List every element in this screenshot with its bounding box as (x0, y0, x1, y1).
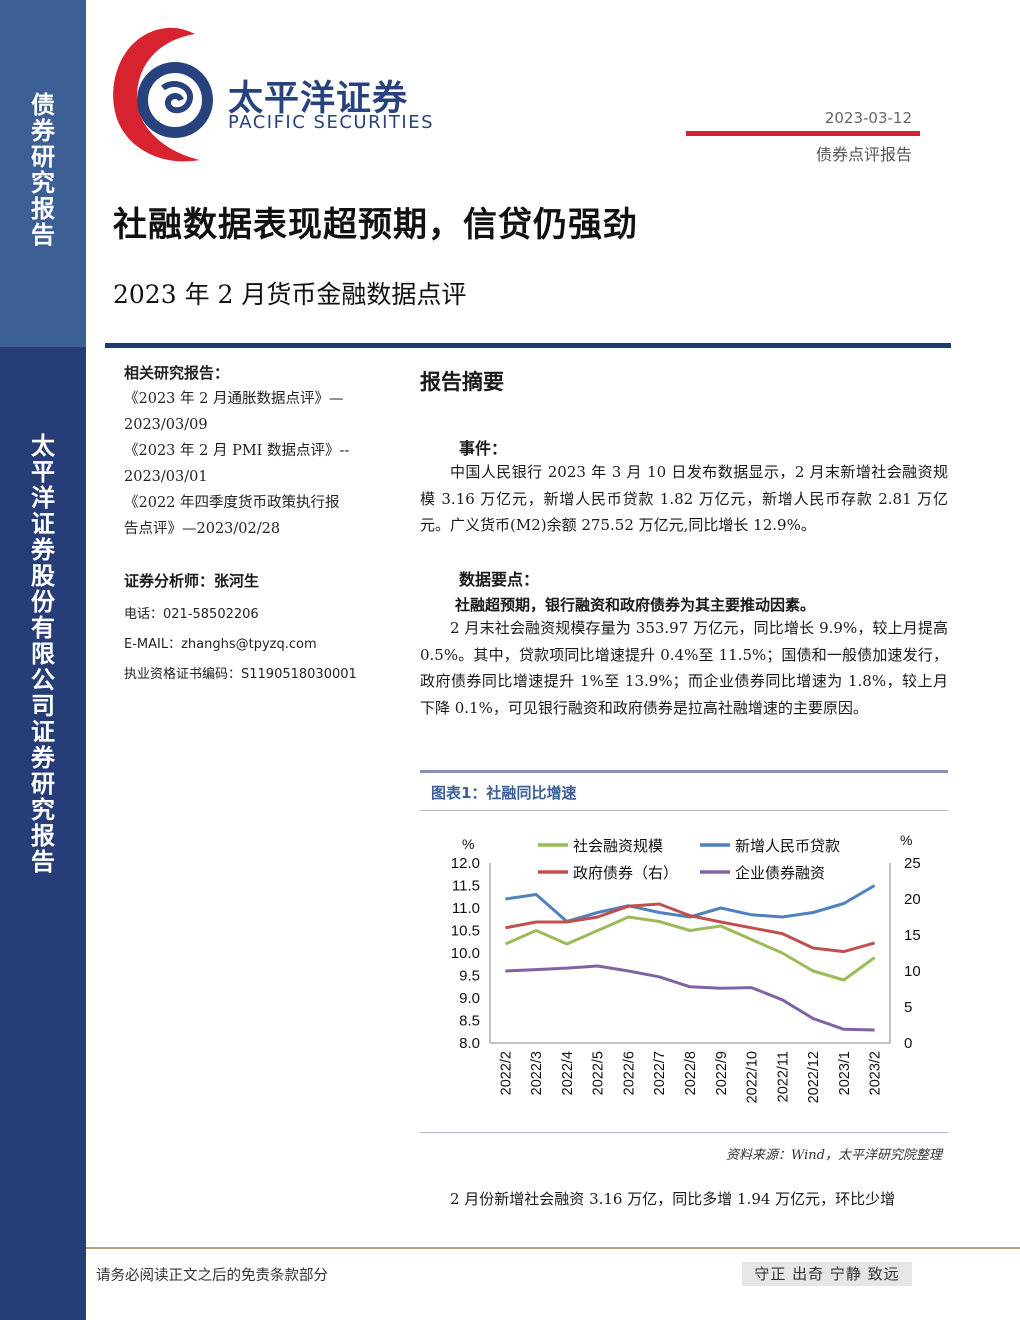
event-heading: 事件： (459, 439, 508, 458)
related-report-line: 《2022 年四季度货币政策执行报 (124, 495, 340, 511)
header-accent-bar (686, 131, 920, 136)
x-axis-tick-label: 2022/8 (683, 1051, 699, 1095)
left-axis-tick-label: 12.0 (451, 855, 480, 872)
chart-source: 资料来源：Wind，太平洋研究院整理 (726, 1148, 942, 1163)
x-axis-tick-label: 2022/11 (775, 1051, 791, 1102)
right-axis-tick-label: 0 (904, 1035, 912, 1052)
related-reports: 相关研究报告： 《2023 年 2 月通胀数据点评》— 2023/03/09 《… (124, 360, 392, 542)
series-line-1 (504, 915, 876, 982)
left-axis-tick-label: 9.5 (459, 968, 480, 985)
analyst-certificate: 执业资格证书编码：S1190518030001 (124, 667, 357, 682)
x-axis-tick-label: 2022/3 (529, 1051, 545, 1095)
analyst-email: E-MAIL：zhanghs@tpyzq.com (124, 637, 317, 652)
company-motto: 守正 出奇 宁静 致远 (742, 1262, 912, 1286)
chart-bottom-rule (420, 1132, 948, 1133)
page-title: 社融数据表现超预期，信贷仍强劲 (113, 205, 638, 245)
report-type: 债券点评报告 (815, 145, 912, 164)
legend-label: 政府债券（右） (573, 864, 678, 882)
series-line-3 (505, 902, 876, 954)
left-axis-tick-label: 8.5 (459, 1013, 480, 1030)
chart-top-rule (420, 770, 948, 773)
left-sidebar: 债券研究报告 太平洋证券股份有限公司证券研究报告 (0, 0, 86, 1320)
yoy-growth-chart: 12.0 11.5 11.0 10.5 10.0 9.5 9.0 8.5 8.0% 25 20 15 1… (451, 832, 920, 1103)
left-axis-tick-label: 11.5 (452, 878, 480, 895)
left-axis-unit-label: % (462, 836, 474, 852)
analyst-name: 证券分析师：张河生 (124, 572, 260, 590)
x-axis-tick-label: 2022/2 (498, 1051, 514, 1095)
related-report-line: 2023/03/01 (124, 469, 208, 485)
body-text-line: 2 月份新增社会融资 3.16 万亿，同比多增 1.94 万亿元，环比少增 (450, 1190, 896, 1208)
series-line-4 (505, 964, 875, 1032)
analyst-phone: 电话：021-58502206 (124, 607, 259, 622)
page-subtitle: 2023 年 2 月货币金融数据点评 (113, 280, 467, 309)
legend-label: 企业债券融资 (735, 864, 825, 882)
related-report-line: 告点评》—2023/02/28 (124, 521, 281, 537)
points-heading: 数据要点： (459, 570, 540, 589)
sidebar-company-name: 太平洋证券股份有限公司证券研究报告 (31, 432, 55, 876)
x-axis-tick-label: 2023/2 (868, 1051, 884, 1095)
points-paragraph: 2 月末社会融资规模存量为 353.97 万亿元，同比增长 9.9%，较上月提高… (420, 619, 948, 717)
right-axis-unit-label: % (900, 832, 912, 848)
right-axis-tick-label: 25 (904, 855, 920, 872)
related-report-line: 《2023 年 2 月通胀数据点评》— (124, 391, 344, 407)
right-axis-tick-label: 20 (904, 891, 920, 908)
sidebar-bottom-band (0, 347, 86, 1320)
event-paragraph: 中国人民银行 2023 年 3 月 10 日发布数据显示，2 月末新增社会融资规… (420, 463, 948, 534)
x-axis-tick-label: 2022/10 (745, 1051, 761, 1103)
summary-heading: 报告摘要 (420, 369, 504, 394)
left-axis-tick-label: 10.0 (451, 945, 480, 962)
logo-english-text: PACIFIC SECURITIES (228, 112, 434, 133)
related-reports-heading: 相关研究报告： (124, 364, 230, 382)
legend-label: 新增人民币贷款 (735, 837, 840, 855)
disclaimer-note: 请务必阅读正文之后的免责条款部分 (96, 1268, 328, 1284)
logo-chinese-text: 太平洋证券 (228, 79, 409, 119)
left-axis-tick-label: 8.0 (459, 1035, 480, 1052)
x-axis-tick-label: 2022/6 (621, 1051, 637, 1095)
report-date: 2023-03-12 (824, 109, 912, 127)
chart-title: 图表1：社融同比增速 (431, 784, 577, 802)
right-axis-tick-label: 5 (904, 999, 912, 1016)
x-axis-tick-label: 2022/9 (714, 1051, 730, 1095)
left-axis-tick-label: 10.5 (451, 923, 480, 940)
chart-title-rule (420, 810, 948, 811)
header-divider (105, 343, 951, 348)
points-bold-line: 社融超预期，银行融资和政府债券为其主要推动因素。 (455, 596, 816, 614)
right-axis-tick-label: 15 (904, 927, 920, 944)
x-axis-tick-label: 2022/7 (652, 1051, 668, 1095)
related-report-line: 2023/03/09 (124, 417, 208, 433)
x-axis-tick-label: 2022/4 (560, 1051, 576, 1095)
footer-divider (86, 1247, 1020, 1249)
x-axis-tick-label: 2023/1 (837, 1051, 853, 1095)
company-logo: 太平洋证券 PACIFIC SECURITIES (105, 22, 445, 172)
sidebar-report-category: 债券研究报告 (31, 91, 55, 249)
logo-emblem-icon (113, 27, 213, 162)
left-axis-tick-label: 9.0 (459, 990, 480, 1007)
x-axis-tick-label: 2022/5 (591, 1051, 607, 1095)
left-axis-tick-label: 11.0 (452, 900, 480, 917)
related-report-line: 《2023 年 2 月 PMI 数据点评》-- (124, 443, 350, 459)
legend-label: 社会融资规模 (573, 837, 663, 855)
x-axis-tick-label: 2022/12 (806, 1051, 822, 1103)
sidebar-top-band (0, 0, 86, 347)
right-axis-tick-label: 10 (904, 963, 920, 980)
